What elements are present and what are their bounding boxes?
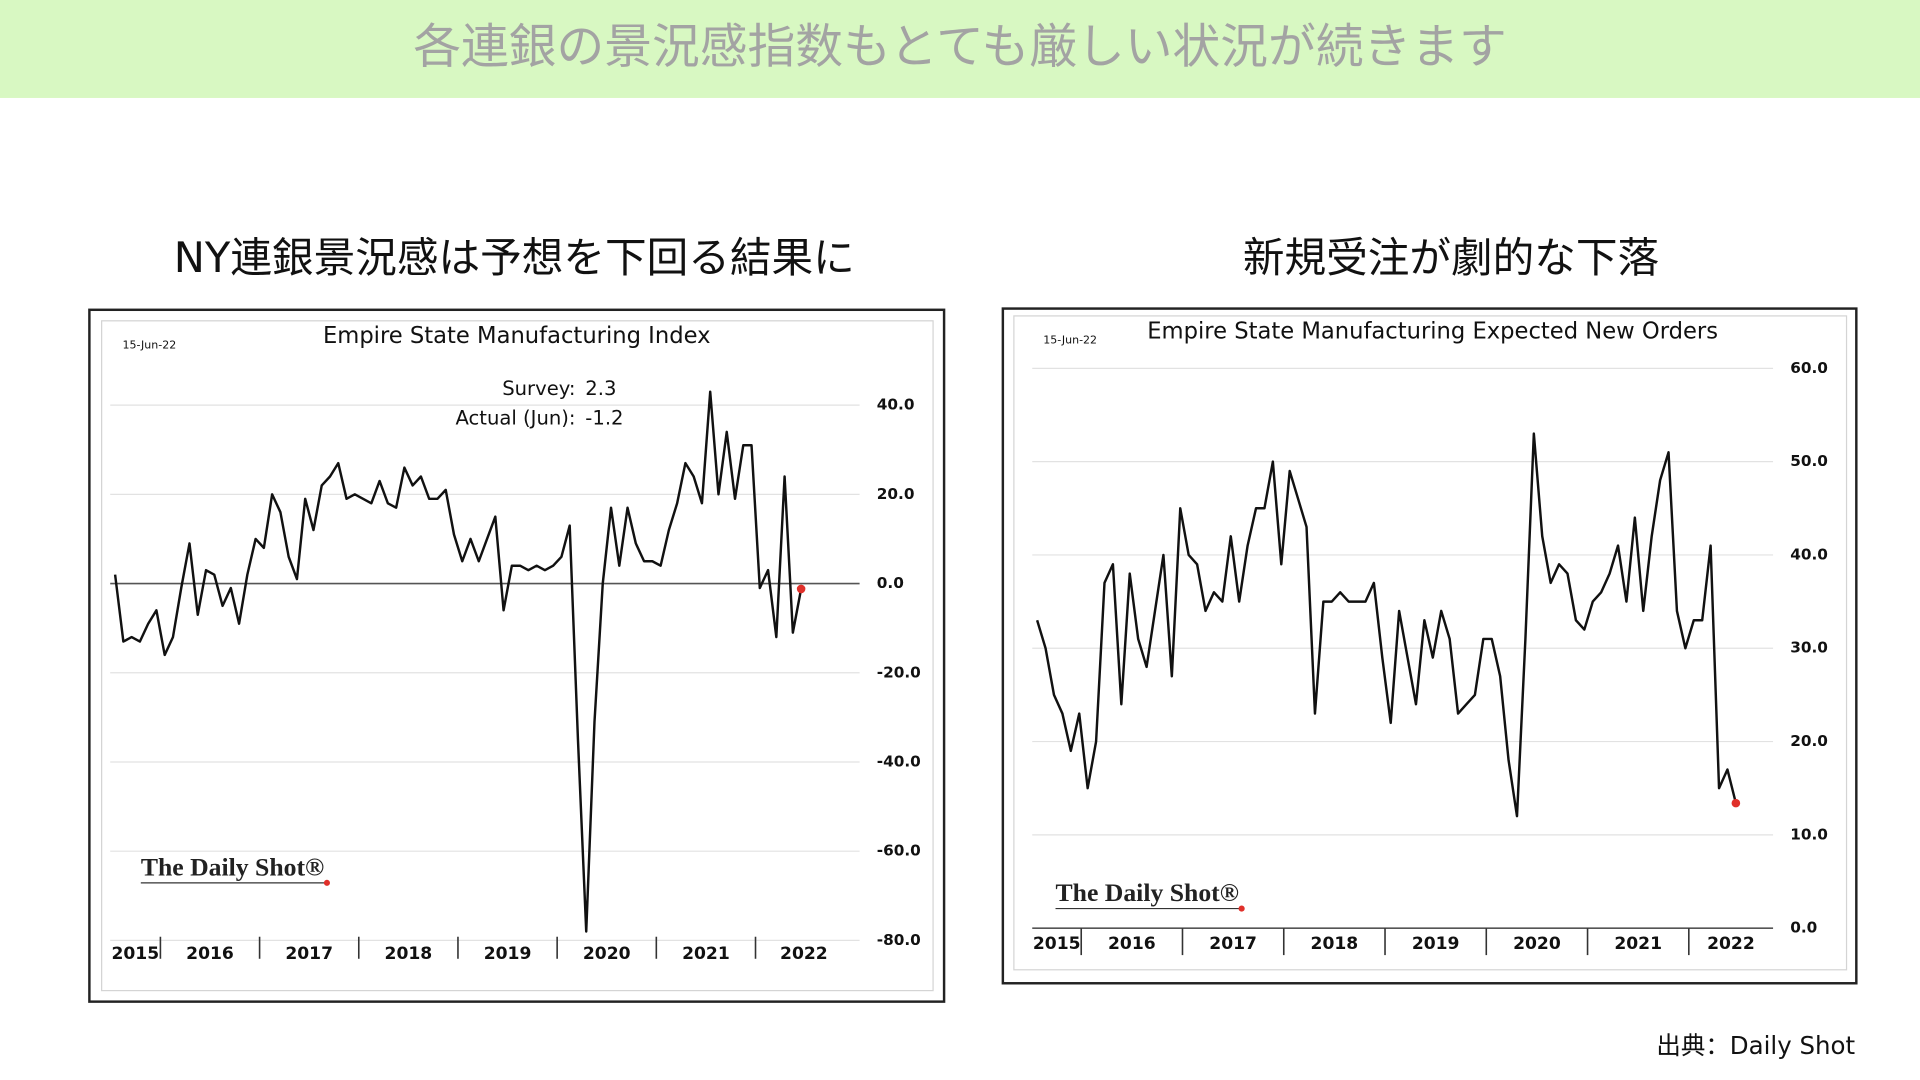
slide-title: 各連銀の景況感指数もとても厳しい状況が続きます [413, 20, 1506, 75]
chart-date: 15-Jun-22 [1043, 333, 1097, 346]
y-tick-label: -40.0 [877, 752, 921, 770]
chart-date: 15-Jun-22 [122, 338, 176, 351]
chart-heading: 新規受注が劇的な下落 [1243, 233, 1659, 282]
annotation-value: 2.3 [585, 377, 616, 400]
y-tick-label: 10.0 [1790, 825, 1828, 843]
chart-inner-frame [101, 320, 934, 992]
chart-heading: NY連銀景況感は予想を下回る結果に [174, 233, 855, 282]
chart-title: Empire State Manufacturing Expected New … [1147, 318, 1718, 344]
y-tick-label: 0.0 [1790, 919, 1817, 937]
x-tick-label: 2016 [1108, 934, 1156, 954]
data-line [113, 390, 803, 933]
y-tick-label: -80.0 [877, 931, 921, 949]
x-tick-label: 2018 [385, 944, 433, 964]
y-tick-label: 60.0 [1790, 359, 1828, 377]
x-tick-label: 2016 [186, 944, 234, 964]
y-tick-label: 40.0 [1790, 545, 1828, 563]
x-tick-label: 2020 [583, 944, 631, 964]
annotation-label: Actual (Jun): [455, 406, 575, 429]
x-tick-label: 2019 [1412, 934, 1460, 954]
y-tick-label: 20.0 [1790, 732, 1828, 750]
watermark-dot [1238, 905, 1245, 912]
y-tick-label: 40.0 [877, 396, 915, 414]
chart-title: Empire State Manufacturing Index [323, 323, 711, 349]
x-tick-label: 2017 [1209, 934, 1257, 954]
annotation-value: -1.2 [585, 406, 623, 429]
x-tick-label: 2015 [1033, 934, 1081, 954]
chart-inner-frame [1013, 315, 1848, 971]
annotation-label: Survey: [502, 377, 575, 400]
x-tick-label: 2020 [1513, 934, 1561, 954]
header-band [0, 0, 1920, 98]
y-tick-label: 50.0 [1790, 452, 1828, 470]
y-tick-label: 20.0 [877, 485, 915, 503]
y-tick-label: -60.0 [877, 842, 921, 860]
x-tick-label: 2018 [1311, 934, 1359, 954]
y-tick-label: -20.0 [877, 663, 921, 681]
watermark: The Daily Shot® [141, 852, 324, 881]
x-tick-label: 2021 [682, 944, 730, 964]
last-point [1731, 798, 1741, 808]
y-tick-label: 30.0 [1790, 639, 1828, 657]
x-tick-label: 2021 [1614, 934, 1662, 954]
last-point [796, 584, 806, 594]
watermark-dot [323, 879, 330, 886]
y-tick-label: 0.0 [877, 574, 904, 592]
x-tick-label: 2022 [1707, 934, 1755, 954]
x-tick-label: 2022 [780, 944, 828, 964]
data-line [1035, 432, 1738, 818]
watermark: The Daily Shot® [1056, 878, 1239, 907]
x-tick-label: 2015 [111, 944, 159, 964]
x-tick-label: 2017 [285, 944, 333, 964]
source: 出典：Daily Shot [1656, 1031, 1855, 1060]
chart-frame [88, 308, 946, 1003]
x-tick-label: 2019 [484, 944, 532, 964]
